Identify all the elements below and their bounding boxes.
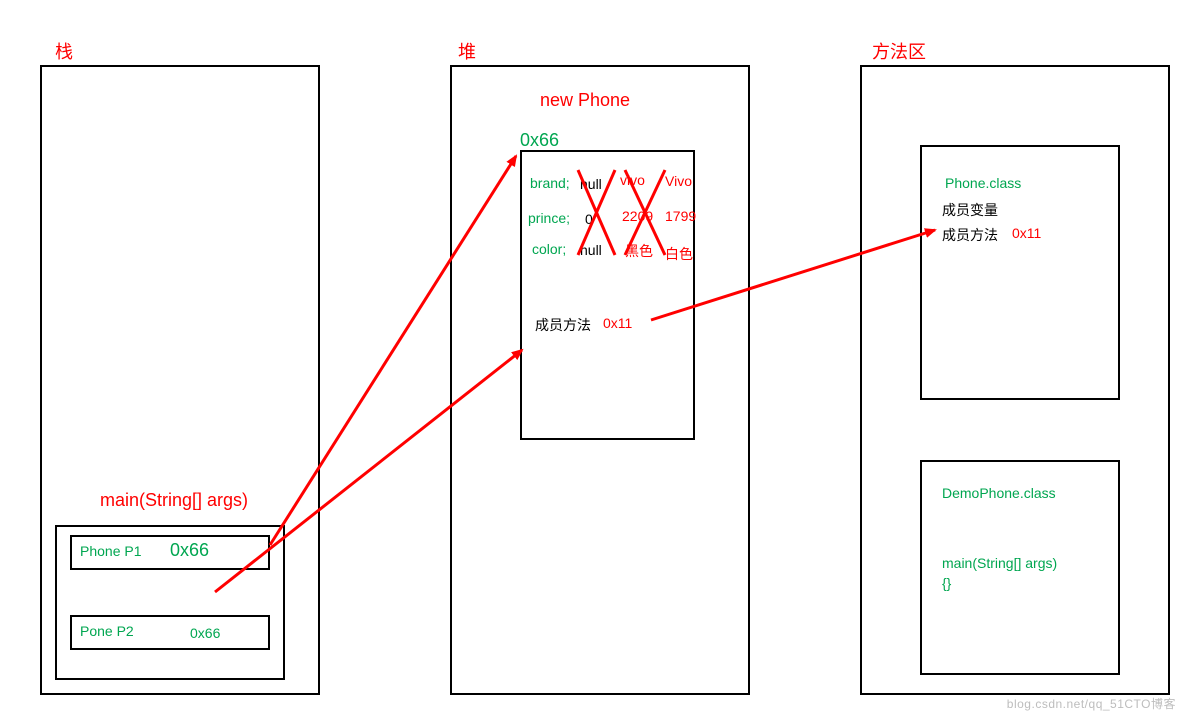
heap-object: [520, 150, 695, 440]
field-color-null: null: [580, 242, 602, 258]
method-area-label: 方法区: [872, 38, 926, 64]
heap-addr: 0x66: [520, 130, 559, 151]
field-color-black: 黑色: [625, 241, 653, 261]
heap-method-addr: 0x11: [603, 315, 632, 331]
demo-phone-class-label: DemoPhone.class: [942, 485, 1056, 501]
field-brand-vivo1: vivo: [620, 172, 645, 188]
field-color-white: 白色: [665, 244, 693, 264]
p2-addr: 0x66: [190, 625, 220, 641]
field-prince-v2: 1799: [665, 208, 696, 224]
field-brand-vivo2: Vivo: [665, 173, 692, 189]
stack-label: 栈: [55, 38, 73, 64]
member-method-label2: 成员方法: [942, 225, 998, 245]
watermark: blog.csdn.net/qq_51CTO博客: [1007, 695, 1176, 712]
p1-addr: 0x66: [170, 540, 209, 561]
field-color: color;: [532, 241, 566, 257]
field-prince-v1: 2209: [622, 208, 653, 224]
phone-class-label: Phone.class: [945, 175, 1021, 191]
field-brand: brand;: [530, 175, 570, 191]
field-prince: prince;: [528, 210, 570, 226]
field-brand-null: null: [580, 176, 602, 192]
member-var-label: 成员变量: [942, 200, 998, 220]
p1-var-label: Phone P1: [80, 543, 142, 559]
heap-label: 堆: [458, 38, 476, 64]
main-signature-label: main(String[] args): [100, 490, 248, 511]
method-addr-0x11: 0x11: [1012, 225, 1041, 241]
p2-var-label: Pone P2: [80, 623, 134, 639]
demo-main-sig: main(String[] args): [942, 555, 1057, 571]
demo-main-braces: {}: [942, 575, 951, 591]
new-phone-label: new Phone: [540, 90, 630, 111]
field-prince-zero: 0: [585, 211, 593, 227]
heap-member-method: 成员方法: [535, 315, 591, 335]
